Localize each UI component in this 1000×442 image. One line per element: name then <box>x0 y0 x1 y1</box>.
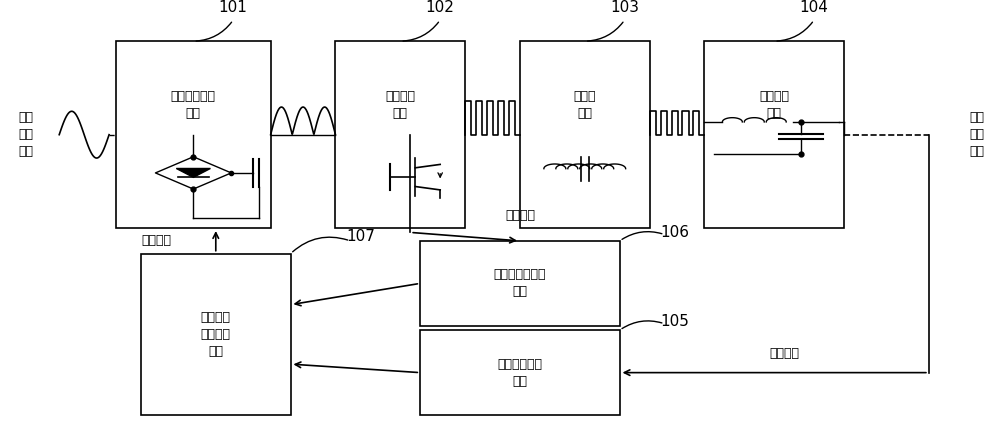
Bar <box>520 41 650 228</box>
Polygon shape <box>176 168 210 177</box>
Bar <box>116 41 271 228</box>
Text: 106: 106 <box>660 225 689 240</box>
Text: 输出电压调节
模块: 输出电压调节 模块 <box>497 358 542 388</box>
Text: 输出滤波
模块: 输出滤波 模块 <box>759 90 789 120</box>
Text: 107: 107 <box>346 229 375 244</box>
Text: 电压采样: 电压采样 <box>769 347 799 360</box>
Text: 开关管电流控制
模块: 开关管电流控制 模块 <box>494 268 546 298</box>
Text: 102: 102 <box>426 0 455 15</box>
Text: 输入整流滤波
模块: 输入整流滤波 模块 <box>171 90 216 120</box>
Bar <box>704 41 844 228</box>
Bar <box>335 41 465 228</box>
Text: 目标
输出
电压: 目标 输出 电压 <box>969 111 984 158</box>
Text: 开关电源
模块: 开关电源 模块 <box>385 90 415 120</box>
Text: 电流采样: 电流采样 <box>505 209 535 222</box>
Bar <box>420 330 620 415</box>
Bar <box>420 241 620 326</box>
Text: 104: 104 <box>800 0 829 15</box>
Text: 105: 105 <box>660 314 689 329</box>
Text: 101: 101 <box>219 0 248 15</box>
Text: 开关控制: 开关控制 <box>141 234 171 248</box>
Text: 变压器
模块: 变压器 模块 <box>574 90 596 120</box>
Text: 交流
输入
电压: 交流 输入 电压 <box>19 111 34 158</box>
Bar <box>141 254 291 415</box>
Text: 103: 103 <box>610 0 639 15</box>
Text: 电压电流
反馈调制
模块: 电压电流 反馈调制 模块 <box>201 311 231 358</box>
